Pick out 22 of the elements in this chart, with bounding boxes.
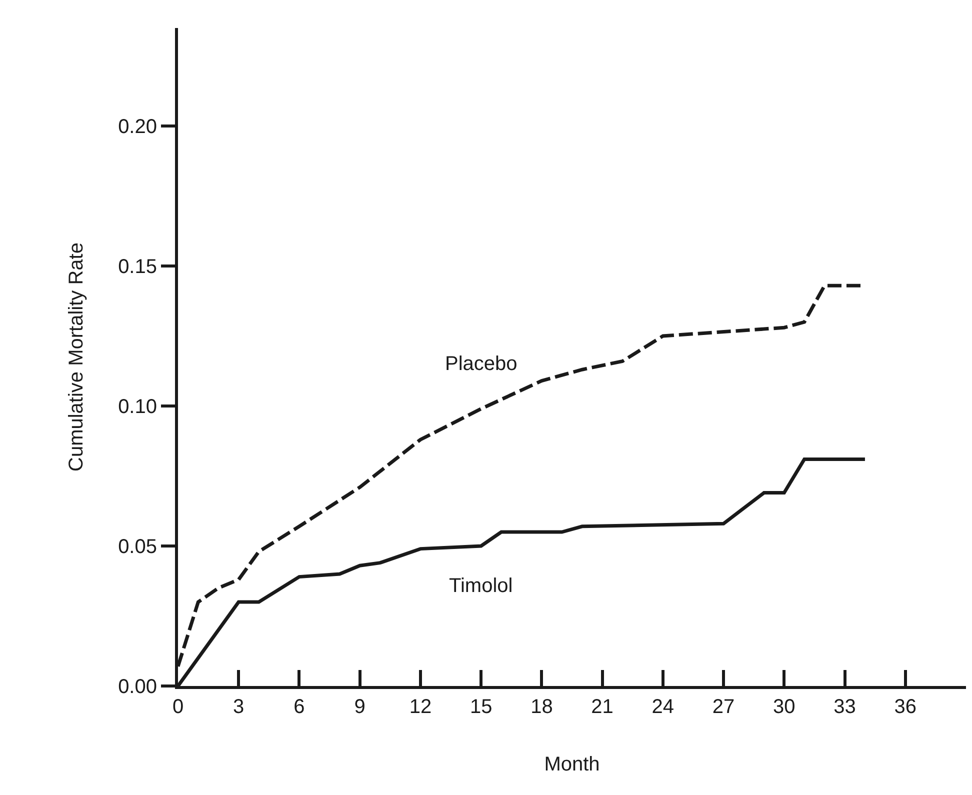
x-tick-label: 12: [409, 696, 432, 718]
x-tick-label: 21: [591, 696, 614, 718]
x-axis-title: Month: [544, 754, 600, 776]
x-tick-label: 27: [712, 696, 735, 718]
x-tick-label: 33: [834, 696, 856, 718]
series-label: Timolol: [449, 575, 513, 597]
x-tick-label: 3: [233, 696, 244, 718]
x-tick-label: 0: [172, 696, 184, 718]
y-tick-label: 0.10: [118, 396, 157, 418]
y-tick-label: 0.05: [118, 536, 157, 558]
series-label: Placebo: [445, 353, 518, 375]
x-tick-label: 36: [894, 696, 917, 718]
y-axis-title: Cumulative Mortality Rate: [66, 242, 88, 472]
y-tick-label: 0.15: [118, 256, 157, 278]
x-tick-label: 6: [294, 696, 305, 718]
x-tick-label: 30: [773, 696, 796, 718]
y-tick-label: 0.00: [118, 676, 157, 698]
x-tick-label: 15: [470, 696, 492, 718]
x-tick-label: 18: [530, 696, 553, 718]
y-tick-label: 0.20: [118, 116, 157, 138]
x-tick-label: 9: [354, 696, 366, 718]
x-tick-label: 24: [652, 696, 674, 718]
